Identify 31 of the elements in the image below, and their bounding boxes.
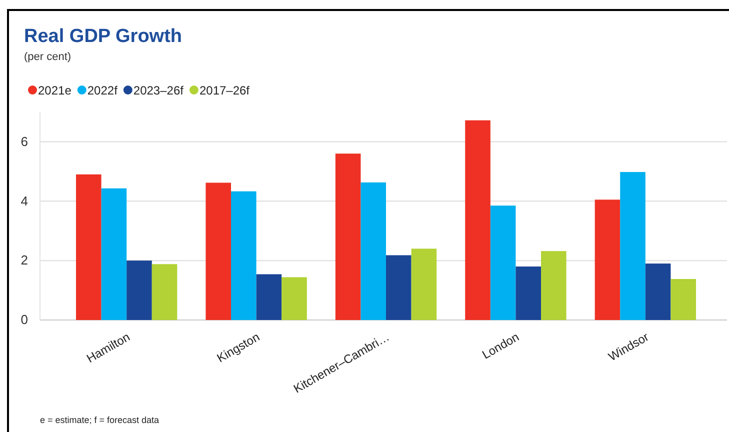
legend-label: 2022f bbox=[87, 84, 118, 98]
bar bbox=[152, 264, 178, 320]
bar bbox=[126, 260, 152, 320]
bar bbox=[231, 191, 256, 320]
bar bbox=[256, 274, 282, 320]
legend-label: 2017–26f bbox=[199, 84, 250, 98]
y-tick-label: 2 bbox=[20, 252, 28, 268]
bar bbox=[282, 277, 307, 320]
bar bbox=[360, 182, 386, 320]
bar bbox=[386, 255, 412, 320]
text: e = estimate; f = forecast data bbox=[40, 415, 160, 425]
bar bbox=[594, 200, 620, 320]
legend-label: 2021e bbox=[38, 84, 72, 98]
y-tick-label: 4 bbox=[20, 193, 28, 208]
bar bbox=[101, 188, 127, 320]
chart-subtitle: (per cent) bbox=[24, 51, 72, 63]
legend-label: 2023–26f bbox=[133, 84, 184, 98]
bar bbox=[620, 172, 646, 320]
y-tick-label: 0 bbox=[20, 312, 28, 328]
bar bbox=[645, 264, 671, 320]
bar bbox=[541, 251, 566, 320]
bar bbox=[335, 154, 361, 320]
chart-title: Real GDP Growth bbox=[24, 26, 182, 47]
bar bbox=[465, 120, 490, 320]
bar bbox=[516, 266, 541, 320]
bar bbox=[411, 248, 437, 320]
bar bbox=[490, 206, 516, 320]
y-tick-label: 6 bbox=[20, 134, 28, 149]
bar bbox=[670, 278, 696, 320]
bar bbox=[206, 182, 231, 320]
bar bbox=[76, 174, 102, 320]
